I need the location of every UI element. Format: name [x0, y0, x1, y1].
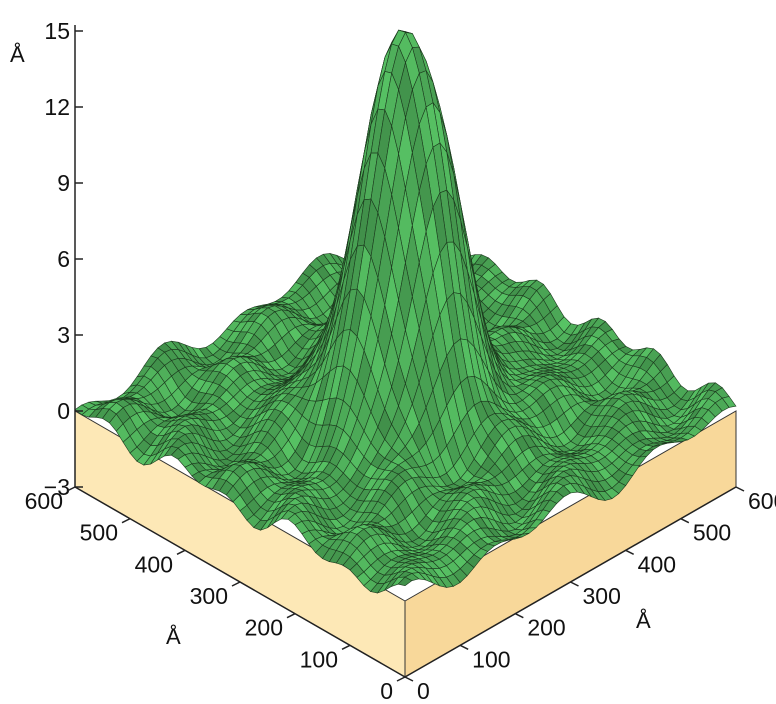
x-tick-label: 0: [417, 678, 430, 704]
y-tick-mark: [396, 676, 406, 682]
y-tick-label: 300: [190, 583, 228, 609]
x-tick-label: 400: [638, 551, 676, 577]
x-tick-mark: [514, 612, 524, 619]
x-tick-mark: [680, 517, 690, 524]
y-tick-label: 100: [300, 646, 338, 672]
y-tick-label: 400: [135, 551, 173, 577]
y-axis-unit: Å: [166, 624, 181, 649]
z-tick-label: 6: [57, 246, 70, 272]
z-tick-label: 9: [57, 170, 70, 196]
z-tick-label: 15: [44, 18, 70, 44]
y-tick-mark: [341, 644, 351, 651]
z-tick-label: 12: [44, 94, 70, 120]
y-tick-label: 500: [80, 520, 118, 546]
z-tick-label: −3: [44, 474, 70, 500]
x-tick-mark: [404, 676, 414, 682]
y-tick-mark: [231, 581, 241, 587]
x-tick-label: 200: [527, 615, 565, 641]
x-tick-mark: [625, 549, 635, 556]
z-axis-ticks: 15 12 9 6 3 0 −3: [44, 18, 83, 500]
y-tick-mark: [121, 517, 131, 524]
y-tick-mark: [286, 612, 296, 619]
z-tick-label: 3: [57, 322, 70, 348]
y-tick-label: 0: [380, 678, 393, 704]
y-tick-label: 600: [25, 488, 63, 514]
surface-mesh: [74, 29, 737, 594]
y-tick-mark: [176, 549, 186, 556]
surface-cell: [397, 576, 413, 587]
x-axis-unit: Å: [636, 608, 651, 633]
x-axis-ticks: 0 100 200 300 400 500 600: [404, 486, 776, 704]
x-tick-mark: [735, 486, 745, 492]
y-tick-label: 200: [245, 615, 283, 641]
y-axis-ticks: 0 100 200 300 400 500 600: [25, 486, 406, 704]
x-tick-label: 100: [472, 646, 510, 672]
x-tick-mark: [570, 581, 579, 587]
x-tick-label: 600: [748, 488, 776, 514]
z-tick-label: 0: [57, 398, 70, 424]
x-tick-label: 300: [583, 583, 621, 609]
y-tick-mark: [66, 486, 76, 492]
x-tick-mark: [459, 644, 469, 651]
z-axis-unit: Å: [10, 42, 25, 67]
x-tick-label: 500: [693, 520, 731, 546]
